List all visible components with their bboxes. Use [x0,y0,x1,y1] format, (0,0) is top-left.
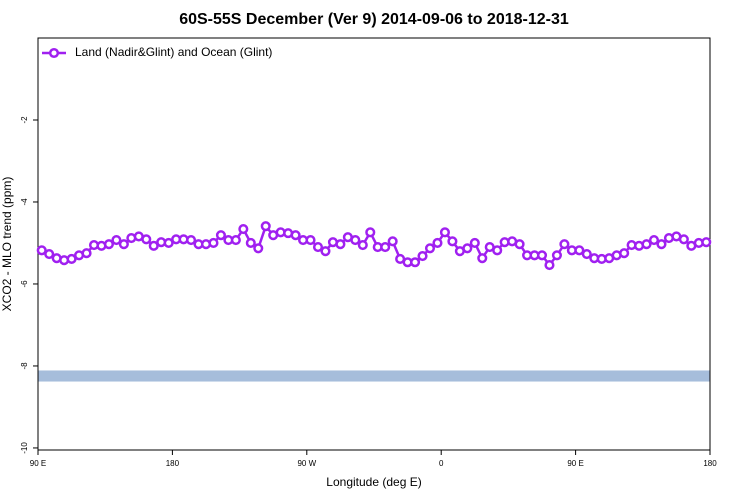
data-point [544,260,555,271]
data-point [357,239,368,251]
y-axis-label: XCO2 - MLO trend (ppm) [0,177,14,312]
data-point [424,243,436,254]
data-point [477,253,488,264]
data-point [312,242,324,253]
y-tick-label: -10 [20,442,29,454]
data-point [245,237,256,249]
data-point [118,239,129,250]
x-tick-label: 0 [439,459,444,468]
data-point [469,237,480,249]
y-tick-label: -8 [20,362,29,370]
x-axis-label: Longitude (deg E) [326,475,421,489]
data-point [81,248,92,259]
y-tick-label: -6 [20,280,29,288]
data-point [305,235,316,246]
data-point [148,240,159,251]
data-point [648,235,660,246]
data-point [208,237,219,249]
data-point [581,248,592,260]
data-point [641,239,652,250]
data-point [230,235,241,246]
data-point [462,243,473,254]
data-point [492,245,503,256]
data-point [103,239,114,250]
data-point [36,245,47,256]
y-tick-label: -4 [20,198,29,206]
x-tick-label: 180 [166,459,180,468]
data-point [253,243,264,254]
chart-title: 60S-55S December (Ver 9) 2014-09-06 to 2… [179,11,569,28]
data-point [514,239,525,250]
y-tick-label: -2 [20,116,29,124]
legend-marker [48,47,60,59]
data-point [163,237,174,249]
data-point [320,246,331,257]
data-point [559,239,570,250]
data-point [432,237,443,249]
legend-label: Land (Nadir&Glint) and Ocean (Glint) [75,45,272,59]
data-point [111,235,122,246]
data-point [387,236,398,247]
data-point [365,227,376,238]
reference-band [38,370,710,382]
data-point [380,242,391,253]
data-point [44,248,55,260]
x-tick-label: 180 [703,459,717,468]
data-point [238,223,249,235]
data-point [701,237,712,248]
data-point [439,227,450,238]
data-point [656,239,667,250]
x-tick-label: 90 E [567,459,583,468]
data-point [574,245,585,256]
data-point [410,257,421,268]
data-point [141,234,152,245]
data-point [350,235,361,246]
data-point [335,239,346,250]
data-point [619,248,630,259]
data-point [536,250,548,261]
data-point [447,236,458,247]
data-point [260,221,271,232]
data-point [678,234,689,245]
data-point [186,235,197,246]
data-point [66,253,77,265]
data-point [215,230,226,241]
data-point [417,251,428,262]
x-tick-label: 90 E [30,459,46,468]
data-point [290,230,301,241]
data-point [551,250,562,261]
x-tick-label: 90 W [297,459,316,468]
